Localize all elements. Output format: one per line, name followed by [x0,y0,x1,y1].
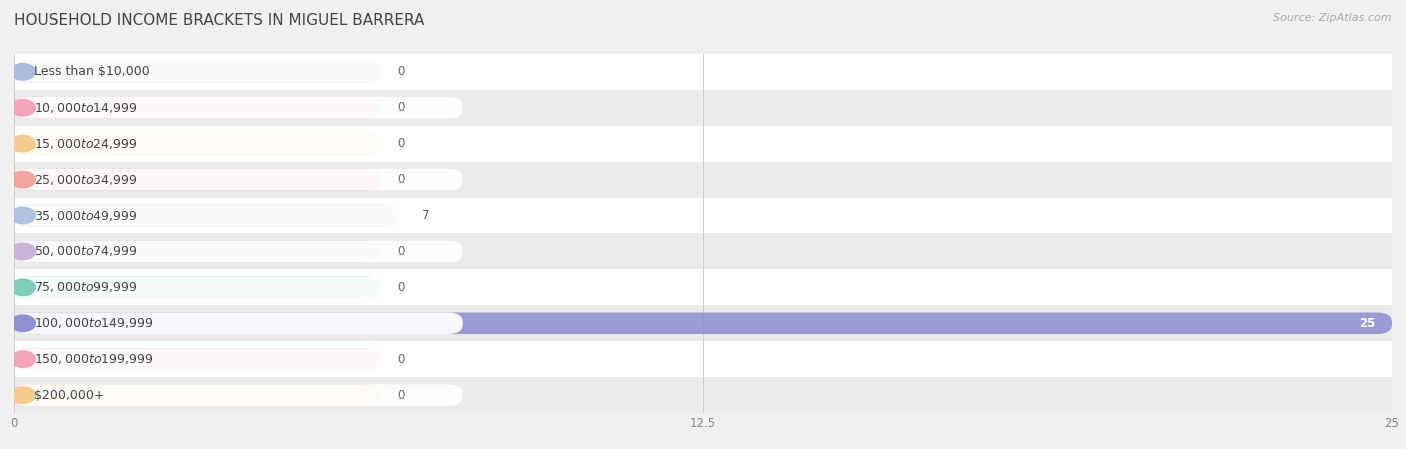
Bar [14,90,1392,126]
Text: 0: 0 [398,389,405,401]
FancyBboxPatch shape [14,169,463,190]
Text: $50,000 to $74,999: $50,000 to $74,999 [34,244,138,259]
Bar [14,269,1392,305]
Text: 0: 0 [398,245,405,258]
Bar [14,305,1392,341]
FancyBboxPatch shape [14,61,381,83]
Circle shape [10,64,35,80]
Text: 25: 25 [1360,317,1375,330]
Circle shape [10,315,35,331]
Bar [14,54,1392,90]
Circle shape [10,136,35,152]
FancyBboxPatch shape [14,384,463,406]
FancyBboxPatch shape [14,133,463,154]
Circle shape [10,387,35,403]
FancyBboxPatch shape [14,133,381,154]
Text: 0: 0 [398,353,405,365]
Text: HOUSEHOLD INCOME BRACKETS IN MIGUEL BARRERA: HOUSEHOLD INCOME BRACKETS IN MIGUEL BARR… [14,13,425,28]
Text: $15,000 to $24,999: $15,000 to $24,999 [34,136,138,151]
Text: 0: 0 [398,281,405,294]
FancyBboxPatch shape [14,241,463,262]
Bar [14,233,1392,269]
FancyBboxPatch shape [14,169,381,190]
FancyBboxPatch shape [14,348,381,370]
FancyBboxPatch shape [14,61,463,83]
FancyBboxPatch shape [14,277,463,298]
Text: 0: 0 [398,101,405,114]
Text: $35,000 to $49,999: $35,000 to $49,999 [34,208,138,223]
Text: 0: 0 [398,137,405,150]
FancyBboxPatch shape [14,205,463,226]
FancyBboxPatch shape [14,313,1392,334]
Text: $200,000+: $200,000+ [34,389,104,401]
Circle shape [10,172,35,188]
Text: $150,000 to $199,999: $150,000 to $199,999 [34,352,153,366]
Bar [14,198,1392,233]
Bar [14,377,1392,413]
Circle shape [10,243,35,260]
FancyBboxPatch shape [14,277,381,298]
Circle shape [10,100,35,116]
FancyBboxPatch shape [14,97,463,119]
Text: $100,000 to $149,999: $100,000 to $149,999 [34,316,153,330]
FancyBboxPatch shape [14,241,381,262]
Text: Less than $10,000: Less than $10,000 [34,66,150,78]
Bar [14,162,1392,198]
FancyBboxPatch shape [14,97,381,119]
Text: $25,000 to $34,999: $25,000 to $34,999 [34,172,138,187]
FancyBboxPatch shape [14,313,463,334]
Circle shape [10,279,35,295]
Text: $75,000 to $99,999: $75,000 to $99,999 [34,280,138,295]
Circle shape [10,207,35,224]
FancyBboxPatch shape [14,384,381,406]
FancyBboxPatch shape [14,205,399,226]
Circle shape [10,351,35,367]
Text: 0: 0 [398,173,405,186]
Text: Source: ZipAtlas.com: Source: ZipAtlas.com [1274,13,1392,23]
Text: $10,000 to $14,999: $10,000 to $14,999 [34,101,138,115]
FancyBboxPatch shape [14,348,463,370]
Bar [14,126,1392,162]
Text: 7: 7 [422,209,429,222]
Text: 0: 0 [398,66,405,78]
Bar [14,341,1392,377]
